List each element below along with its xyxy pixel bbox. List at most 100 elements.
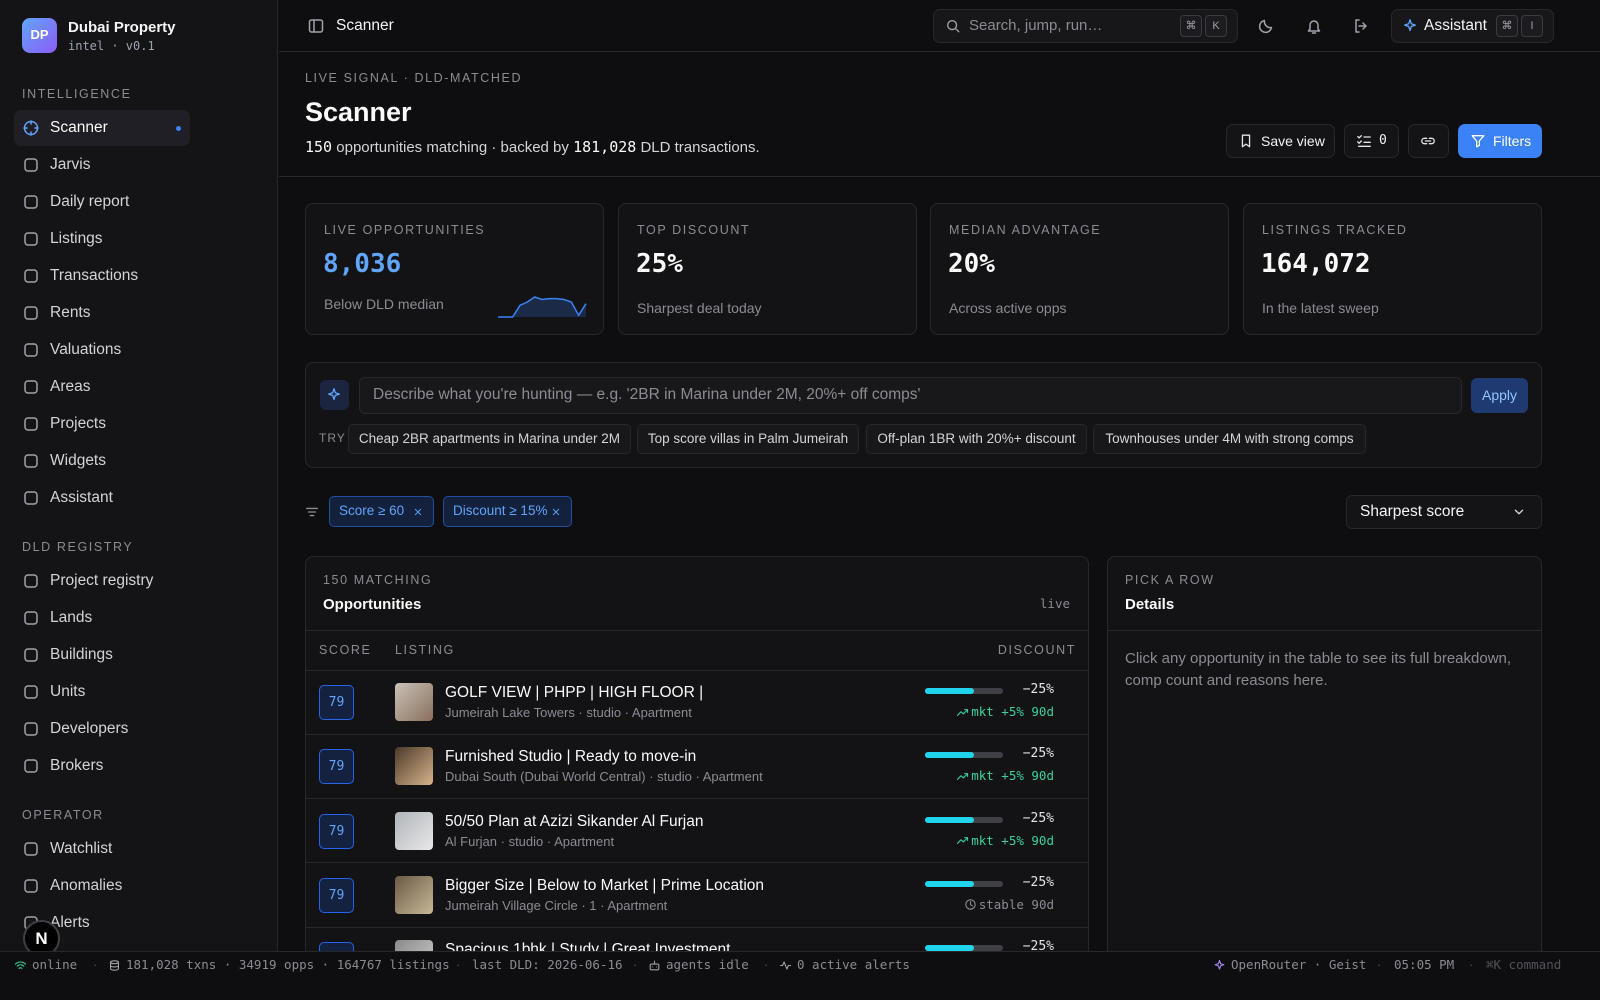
nav-item[interactable]: Jarvis: [50, 156, 91, 173]
nav-item[interactable]: Daily report: [50, 193, 130, 210]
notifications: [1307, 20, 1321, 34]
nav-item[interactable]: Assistant: [50, 489, 113, 506]
stat-value: 25%: [636, 249, 683, 279]
icon-shape: [14, 960, 26, 969]
icon-shape: [956, 837, 969, 845]
score-badge: [319, 877, 354, 913]
icon-shape: [1307, 20, 1321, 32]
model-icon: [1214, 959, 1224, 970]
nav-item[interactable]: Anomalies: [50, 877, 123, 894]
nav-item[interactable]: Buildings: [50, 646, 113, 663]
kbd: [1496, 15, 1518, 37]
sidebar: [0, 0, 278, 1000]
table-divider: [306, 630, 1088, 631]
nav-section-title: DLD REGISTRY: [22, 540, 134, 554]
icon-shape: [779, 960, 791, 970]
prompt-input[interactable]: [359, 377, 1462, 414]
icon-shape: [24, 574, 38, 588]
icon-shape: [24, 195, 38, 209]
filters-button[interactable]: [1458, 124, 1542, 158]
icon-shape: [1514, 509, 1524, 515]
stat-caption: Across active opps: [949, 300, 1067, 316]
icon-shape: [1421, 137, 1435, 145]
stat-card: [930, 203, 1229, 335]
status-item: 05:05 PM: [1394, 957, 1455, 972]
suggestion-chip[interactable]: [866, 424, 1087, 454]
prompt-icon-box: [320, 380, 349, 410]
share-link-button[interactable]: [1408, 124, 1449, 158]
active-dot: [176, 126, 181, 131]
nav-item[interactable]: Widgets: [50, 452, 106, 469]
nav-section-title: OPERATOR: [22, 808, 104, 822]
status-item: agents idle: [666, 957, 749, 972]
compare-button[interactable]: [1344, 124, 1399, 158]
icon-shape: [956, 772, 969, 780]
summary-part: DLD transactions.: [640, 139, 760, 156]
score-badge: [319, 685, 354, 720]
nav-item[interactable]: Brokers: [50, 757, 104, 774]
nav-item[interactable]: Rents: [50, 304, 91, 321]
nav-item-active[interactable]: [14, 110, 190, 146]
suggestion-chip[interactable]: [637, 424, 859, 454]
nav-item[interactable]: Projects: [50, 415, 106, 432]
icon-shape: [947, 20, 958, 31]
chip-remove: [414, 508, 422, 516]
icon-shape: [1258, 19, 1273, 34]
kbd-key: ⌘: [1185, 20, 1197, 32]
row-divider: [306, 733, 1088, 735]
icon-shape: [24, 879, 38, 893]
user-avatar[interactable]: [23, 920, 60, 957]
status-icon: [14, 960, 26, 969]
nav-item[interactable]: Project registry: [50, 572, 154, 589]
table-divider: [306, 670, 1088, 671]
apply-button[interactable]: [1471, 378, 1528, 413]
nav-item[interactable]: Transactions: [50, 267, 139, 284]
column-header: LISTING: [395, 643, 455, 657]
nav-item[interactable]: Alerts: [50, 914, 90, 931]
user-initial: N: [35, 929, 48, 948]
icon-shape: [308, 19, 324, 33]
icon-shape: [24, 380, 38, 394]
nav-item[interactable]: Areas: [50, 378, 91, 395]
nav-item[interactable]: Valuations: [50, 341, 122, 358]
icon-shape: [23, 120, 39, 136]
nav-icon: [24, 158, 38, 172]
brand-name: Dubai Property: [68, 19, 176, 36]
nav-icon: [24, 232, 38, 246]
sparkline-area: [498, 297, 586, 317]
discount-label: −25%: [1022, 682, 1054, 697]
sort-select[interactable]: [1346, 495, 1542, 529]
discount-bar: [925, 945, 974, 952]
kbd: [1180, 15, 1202, 37]
score-badge: [319, 749, 354, 785]
icon-shape: [24, 611, 38, 625]
prompt-placeholder: Describe what you're hunting — e.g. '2BR…: [373, 386, 921, 403]
icon-shape: [24, 232, 38, 246]
status-sep: ·: [456, 958, 461, 972]
summary: 150 opportunities matching · backed by 1…: [305, 136, 760, 158]
brand-version: intel · v0.1: [68, 39, 155, 53]
table-status: live: [1039, 596, 1070, 611]
apply-label: Apply: [1481, 387, 1518, 403]
icon-shape: [24, 454, 38, 468]
suggestion-label: Off-plan 1BR with 20%+ discount: [877, 431, 1076, 446]
listing-title: Furnished Studio | Ready to move-in: [445, 748, 697, 766]
nav-item[interactable]: Developers: [50, 720, 129, 737]
table-eyebrow: 150 MATCHING: [323, 573, 433, 587]
nav-item[interactable]: Scanner: [50, 119, 108, 136]
listing-thumbnail: [395, 875, 433, 914]
suggestion-chip[interactable]: [1093, 424, 1366, 454]
nav-icon: [24, 343, 38, 357]
nav-item[interactable]: Units: [50, 683, 86, 700]
filter-chip[interactable]: [329, 496, 434, 527]
nav-item[interactable]: Listings: [50, 230, 103, 247]
stat-value: 164,072: [1261, 249, 1371, 279]
nav-icon: [24, 685, 38, 699]
save-view-button[interactable]: [1226, 124, 1335, 158]
nav-item[interactable]: Watchlist: [50, 840, 113, 857]
row-divider: [306, 862, 1088, 864]
filter-chip[interactable]: [443, 496, 572, 527]
suggestion-chip[interactable]: [348, 424, 631, 454]
nav-item[interactable]: Lands: [50, 609, 93, 626]
trend: mkt +5% 90d: [971, 704, 1054, 719]
